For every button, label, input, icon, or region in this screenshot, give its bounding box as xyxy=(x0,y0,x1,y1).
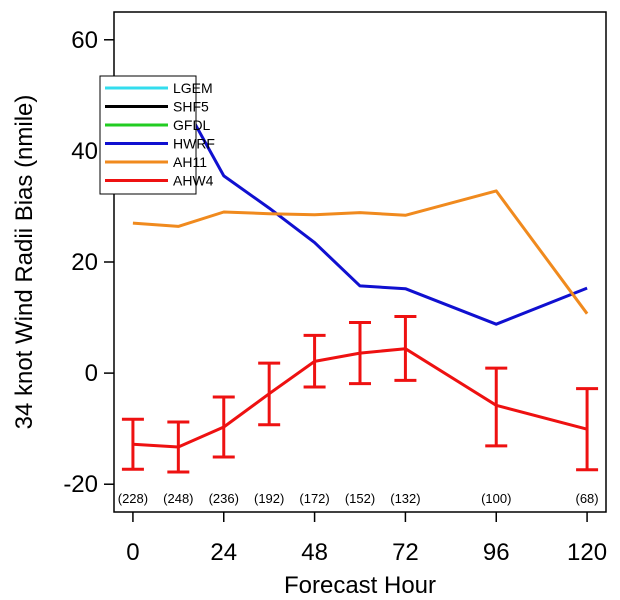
error-bar-ahw4-0 xyxy=(121,417,144,471)
y-axis-title: 34 knot Wind Radii Bias (nmile) xyxy=(11,95,38,430)
error-bar-ahw4-96 xyxy=(485,366,508,448)
sample-count-12: (248) xyxy=(163,491,193,506)
sample-count-48: (172) xyxy=(299,491,329,506)
x-tick-label-0: 0 xyxy=(126,539,139,566)
legend-label-ahw4: AHW4 xyxy=(173,173,214,189)
sample-count-72: (132) xyxy=(390,491,420,506)
sample-count-0: (228) xyxy=(118,491,148,506)
sample-count-60: (152) xyxy=(345,491,375,506)
error-bar-ahw4-24 xyxy=(212,395,235,459)
legend-label-lgem: LGEM xyxy=(173,80,213,96)
sample-counts: (228) (248) (236) (192) (172) (152) (132) (100)… xyxy=(118,491,599,506)
error-bar-ahw4-120 xyxy=(576,387,599,472)
axes: -20 0 20 40 60 0 24 48 72 96 120 xyxy=(63,11,607,566)
y-tick-label--20: -20 xyxy=(63,471,98,498)
error-bar-ahw4-48 xyxy=(303,333,326,389)
legend: LGEM SHF5 GFDL HWRF AH11 AHW4 xyxy=(99,75,215,195)
error-bar-ahw4-72 xyxy=(394,314,417,382)
x-tick-label-24: 24 xyxy=(210,539,237,566)
series-line-ah11 xyxy=(132,189,589,315)
sample-count-120: (68) xyxy=(576,491,599,506)
x-tick-label-72: 72 xyxy=(392,539,419,566)
y-tick-label-0: 0 xyxy=(85,360,98,387)
y-tick-label-40: 40 xyxy=(71,138,98,165)
sample-count-24: (236) xyxy=(209,491,239,506)
x-tick-label-120: 120 xyxy=(567,539,607,566)
legend-box xyxy=(99,75,197,195)
legend-label-hwrf: HWRF xyxy=(173,136,215,152)
sample-count-96: (100) xyxy=(481,491,511,506)
x-tick-label-48: 48 xyxy=(301,539,328,566)
error-bar-ahw4-12 xyxy=(167,420,190,474)
x-axis-title: Forecast Hour xyxy=(284,572,436,599)
x-tick-label-96: 96 xyxy=(483,539,510,566)
y-tick-label-20: 20 xyxy=(71,249,98,276)
legend-label-gfdl: GFDL xyxy=(173,117,211,133)
sample-count-36: (192) xyxy=(254,491,284,506)
series-ahw4 xyxy=(121,314,599,474)
error-bar-ahw4-36 xyxy=(258,361,281,427)
legend-label-ah11: AH11 xyxy=(173,154,207,170)
error-bar-ahw4-60 xyxy=(349,321,371,386)
y-tick-label-60: 60 xyxy=(71,27,98,54)
legend-label-shf5: SHF5 xyxy=(173,99,209,115)
series-ah11 xyxy=(132,189,589,315)
